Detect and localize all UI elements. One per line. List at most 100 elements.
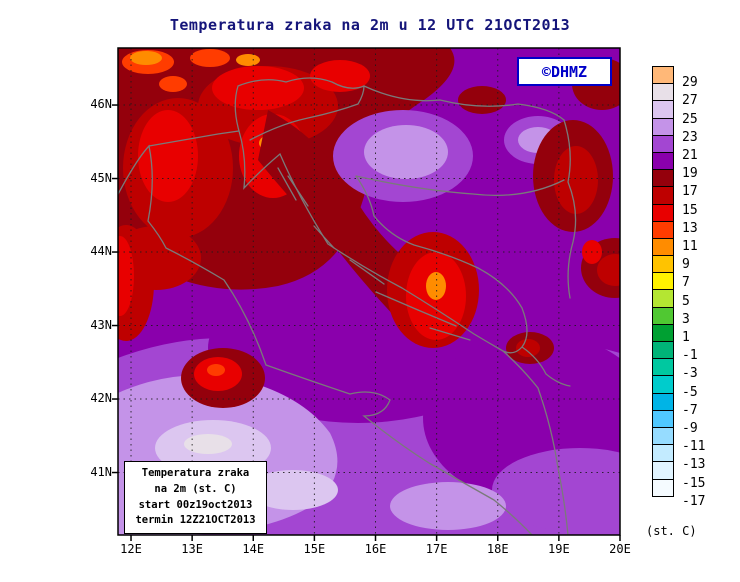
field-blob xyxy=(207,364,225,376)
lat-tick-label: 46N xyxy=(90,97,112,112)
field-blob xyxy=(554,146,598,214)
axis-ticks xyxy=(112,104,621,541)
legend-swatch xyxy=(652,426,674,446)
lon-tick-label: 15E xyxy=(303,542,326,556)
legend-swatch xyxy=(652,117,674,136)
legend-value-label: 27 xyxy=(682,93,698,109)
info-line-start: start 00z19oct2013 xyxy=(138,498,253,511)
legend-swatch xyxy=(652,358,674,377)
lat-tick-label: 44N xyxy=(90,244,112,259)
border-path xyxy=(521,346,571,387)
legend-swatch xyxy=(652,237,674,257)
dhmz-logo-text: ©DHMZ xyxy=(541,62,588,81)
legend-swatch xyxy=(652,272,674,291)
legend-value-label: -15 xyxy=(682,475,706,491)
legend-value-label: -1 xyxy=(682,348,698,364)
legend-value-label: 1 xyxy=(682,330,690,345)
field-blob xyxy=(138,110,198,202)
lat-tick-label: 43N xyxy=(90,317,112,332)
lon-tick-label: 16E xyxy=(364,542,387,556)
lon-tick-label: 13E xyxy=(181,542,203,556)
border-path xyxy=(363,85,565,121)
info-line-level: na 2m (st. C) xyxy=(154,482,237,495)
field-blob xyxy=(190,49,230,67)
legend-value-label: -9 xyxy=(682,421,698,436)
legend-unit-label: (st. C) xyxy=(646,524,697,538)
legend-swatch xyxy=(652,444,674,463)
forecast-info-box: Temperatura zraka na 2m (st. C) start 00… xyxy=(124,461,267,534)
legend-swatch xyxy=(652,83,674,102)
legend-value-label: 19 xyxy=(682,166,698,182)
border-path xyxy=(234,77,365,132)
legend-swatch xyxy=(652,478,674,497)
border-path xyxy=(375,291,419,311)
legend-value-label: 23 xyxy=(682,129,698,145)
legend-value-label: -17 xyxy=(682,493,706,509)
field-blob xyxy=(118,236,134,316)
field-blob xyxy=(159,76,187,92)
field-blob xyxy=(310,60,370,92)
field-blob xyxy=(236,54,260,66)
legend-value-label: -13 xyxy=(682,457,706,473)
lat-tick-label: 45N xyxy=(90,170,112,185)
lon-tick-label: 14E xyxy=(242,542,265,556)
field-blob xyxy=(212,66,304,110)
field-blob xyxy=(516,339,540,357)
border-path xyxy=(118,144,533,535)
page-title: Temperatura zraka na 2m u 12 UTC 21OCT20… xyxy=(169,16,571,34)
field-blob xyxy=(390,482,506,530)
lon-tick-label: 20E xyxy=(609,542,631,556)
field-blob xyxy=(248,470,338,510)
border-path xyxy=(563,119,577,299)
legend-swatch xyxy=(652,306,674,325)
lon-tick-label: 17E xyxy=(425,542,448,556)
legend-value-label: 11 xyxy=(682,239,698,254)
border-path xyxy=(148,130,569,535)
legend-swatch xyxy=(652,409,674,428)
border-path xyxy=(313,225,335,249)
border-path xyxy=(249,85,365,141)
field-blob xyxy=(184,434,232,454)
legend-value-label: 3 xyxy=(682,311,690,327)
legend-swatch xyxy=(652,392,674,411)
legend-value-label: 25 xyxy=(682,111,698,127)
legend-swatch xyxy=(652,151,674,171)
legend-value-label: -5 xyxy=(682,384,698,400)
legend-value-label: 5 xyxy=(682,293,690,309)
legend-value-label: -3 xyxy=(682,366,698,382)
legend-swatch xyxy=(652,169,674,188)
legend-swatch xyxy=(652,289,674,308)
border-path xyxy=(277,167,297,201)
lat-tick-label: 41N xyxy=(90,464,112,479)
legend-swatch xyxy=(652,186,674,205)
border-path xyxy=(355,175,565,197)
legend-value-label: -11 xyxy=(682,439,706,455)
legend-swatch xyxy=(652,461,674,480)
legend-swatch xyxy=(652,255,674,274)
legend-swatch xyxy=(652,341,674,360)
map-frame xyxy=(117,47,621,536)
legend-value-label: 29 xyxy=(682,75,698,91)
border-path xyxy=(429,327,471,341)
legend-value-label: 17 xyxy=(682,184,698,200)
field-blob xyxy=(426,272,446,300)
field-blob xyxy=(130,51,162,65)
legend-swatch xyxy=(652,100,674,119)
legend-value-label: 7 xyxy=(682,275,690,291)
field-blob xyxy=(492,448,620,532)
legend-value-label: 9 xyxy=(682,257,690,273)
legend-swatch xyxy=(652,66,674,85)
legend-swatch xyxy=(652,323,674,342)
field-blob xyxy=(458,86,506,114)
lon-tick-label: 12E xyxy=(120,542,142,556)
info-line-termin: termin 12Z21OCT2013 xyxy=(135,514,256,527)
legend-value-label: 13 xyxy=(682,220,698,236)
country-borders xyxy=(118,77,577,535)
info-line-variable: Temperatura zraka xyxy=(141,467,250,479)
legend-swatch xyxy=(652,220,674,239)
dhmz-logo-badge: ©DHMZ xyxy=(517,57,612,86)
legend-swatch xyxy=(652,203,674,222)
legend-swatch xyxy=(652,134,674,153)
